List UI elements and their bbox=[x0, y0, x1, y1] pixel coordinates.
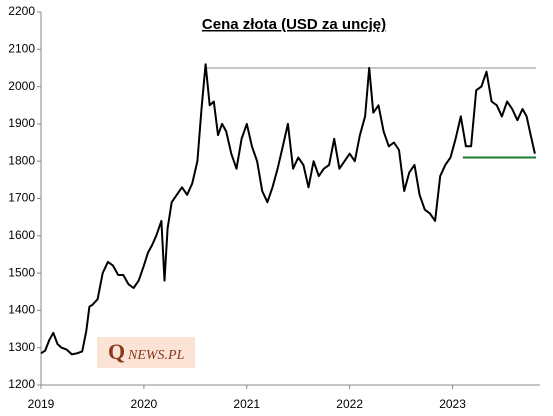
y-tick-label: 1300 bbox=[8, 340, 35, 354]
y-tick-label: 1800 bbox=[8, 153, 35, 167]
y-tick-label: 2200 bbox=[8, 4, 35, 18]
y-tick-label: 2000 bbox=[8, 79, 35, 93]
y-tick-label: 1600 bbox=[8, 228, 35, 242]
y-tick-label: 1500 bbox=[8, 265, 35, 279]
x-tick-label: 2023 bbox=[439, 397, 466, 411]
y-tick-label: 1700 bbox=[8, 191, 35, 205]
y-tick-label: 2100 bbox=[8, 41, 35, 55]
logo-text: NEWS.PL bbox=[127, 348, 185, 363]
x-tick-label: 2020 bbox=[131, 397, 158, 411]
y-tick-label: 1900 bbox=[8, 116, 35, 130]
x-tick-label: 2019 bbox=[28, 397, 55, 411]
logo-box bbox=[97, 337, 195, 368]
x-tick-label: 2021 bbox=[233, 397, 260, 411]
price-line bbox=[40, 63, 536, 356]
y-tick-label: 1400 bbox=[8, 303, 35, 317]
chart-title: Cena złota (USD za uncję) bbox=[202, 16, 386, 33]
logo-q: Q bbox=[108, 339, 125, 364]
x-tick-label: 2022 bbox=[336, 397, 363, 411]
y-tick-label: 1200 bbox=[8, 377, 35, 391]
